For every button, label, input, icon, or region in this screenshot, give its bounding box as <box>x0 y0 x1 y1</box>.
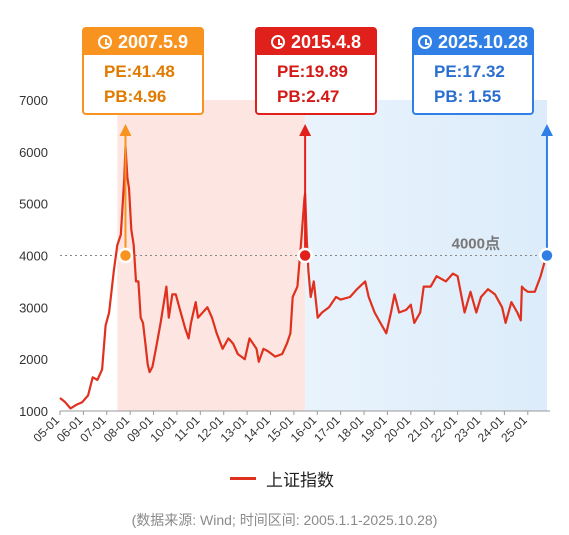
x-tick-label: 14-01 <box>241 413 273 445</box>
clock-icon <box>97 35 112 49</box>
series-line-shanghai-index <box>59 145 549 410</box>
x-tick-label: 17-01 <box>311 413 343 445</box>
x-tick-label: 20-01 <box>381 413 413 445</box>
x-tick-label: 07-01 <box>77 413 109 445</box>
callout-body: PE:41.48 PB:4.96 <box>84 55 202 109</box>
event-callout: 2007.5.9 PE:41.48 PB:4.96 <box>82 27 204 115</box>
callout-pe: PE:17.32 <box>434 62 505 81</box>
y-tick-label: 5000 <box>19 197 48 212</box>
x-tick-label: 19-01 <box>358 413 390 445</box>
y-tick-label: 7000 <box>19 93 48 108</box>
callout-pe: PE:41.48 <box>104 62 175 81</box>
callout-header: 2025.10.28 <box>414 29 532 55</box>
x-tick-label: 22-01 <box>428 413 460 445</box>
y-tick-label: 6000 <box>19 145 48 160</box>
x-tick-label: 21-01 <box>405 413 437 445</box>
x-tick-label: 10-01 <box>147 413 179 445</box>
x-tick-label: 16-01 <box>288 413 320 445</box>
x-tick-label: 25-01 <box>498 413 530 445</box>
event-marker <box>117 247 134 264</box>
x-tick-label: 09-01 <box>124 413 156 445</box>
legend-line-swatch <box>230 477 256 480</box>
callout-header: 2015.4.8 <box>257 29 375 55</box>
y-tick-label: 1000 <box>19 404 48 419</box>
clock-icon <box>417 35 432 49</box>
event-callout: 2025.10.28 PE:17.32 PB: 1.55 <box>412 27 534 115</box>
y-tick-label: 3000 <box>19 300 48 315</box>
callout-date: 2007.5.9 <box>117 31 189 52</box>
x-tick-label: 06-01 <box>54 413 86 445</box>
callout-date: 2025.10.28 <box>437 31 529 52</box>
threshold-label: 4000点 <box>452 236 500 253</box>
callout-pe: PE:19.89 <box>277 62 348 81</box>
x-tick-label: 08-01 <box>101 413 133 445</box>
x-tick-label: 23-01 <box>452 413 484 445</box>
callout-pb: PB:2.47 <box>277 87 340 106</box>
event-arrow-head <box>299 124 312 136</box>
source-note: (数据来源: Wind; 时间区间: 2005.1.1-2025.10.28) <box>131 512 438 528</box>
event-marker <box>297 247 313 264</box>
event-marker <box>539 247 555 264</box>
x-tick-label: 18-01 <box>335 413 367 445</box>
callout-body: PE:17.32 PB: 1.55 <box>414 55 532 109</box>
x-tick-label: 24-01 <box>475 413 507 445</box>
event-arrow-head <box>540 124 553 136</box>
clock-icon <box>270 35 285 49</box>
event-callout: 2015.4.8 PE:19.89 PB:2.47 <box>255 27 377 115</box>
legend: 上证指数 <box>230 466 334 491</box>
callout-date: 2015.4.8 <box>290 31 362 52</box>
x-tick-label: 12-01 <box>194 413 226 445</box>
event-arrow-head <box>119 124 132 136</box>
callout-header: 2007.5.9 <box>84 29 202 55</box>
callout-body: PE:19.89 PB:2.47 <box>257 55 375 109</box>
callout-pb: PB: 1.55 <box>434 87 502 106</box>
y-tick-label: 2000 <box>19 352 48 367</box>
x-tick-label: 13-01 <box>218 413 250 445</box>
legend-label: 上证指数 <box>266 471 334 490</box>
callout-pb: PB:4.96 <box>104 87 167 106</box>
y-tick-label: 4000 <box>19 249 48 264</box>
x-tick-label: 15-01 <box>264 413 296 445</box>
